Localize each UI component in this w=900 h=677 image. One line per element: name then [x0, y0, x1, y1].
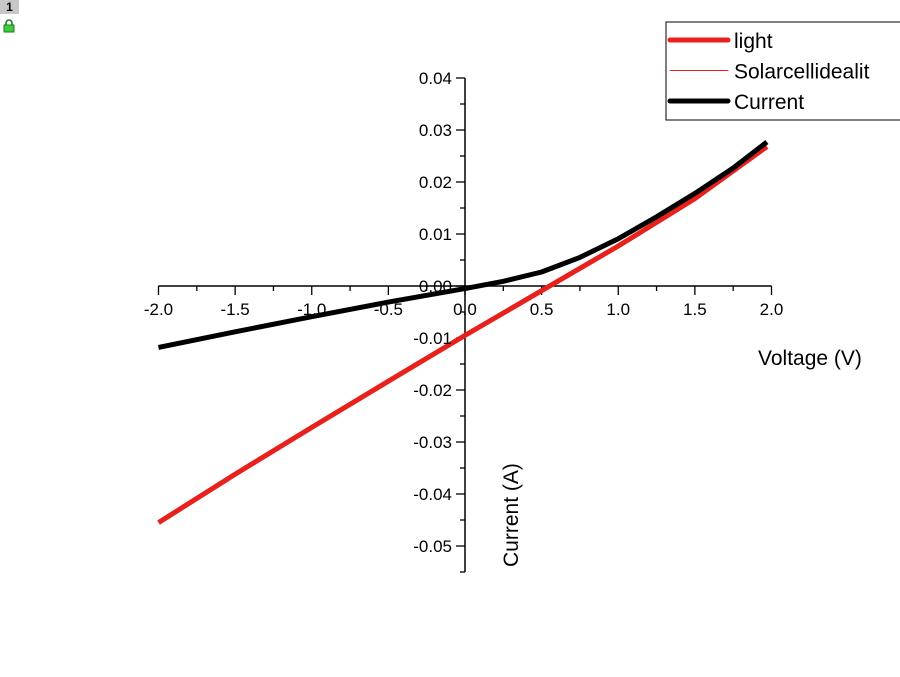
y-tick-label: 0.04 [419, 69, 452, 88]
y-tick-label: 0.01 [419, 225, 452, 244]
y-tick-label: -0.01 [413, 329, 452, 348]
y-tick-label: 0.00 [419, 277, 452, 296]
series-line-solarcellidealit [158, 143, 768, 522]
x-tick-label: 0.5 [530, 300, 554, 319]
legend-label: Solarcellidealit [734, 61, 870, 84]
y-tick-label: 0.02 [419, 173, 452, 192]
x-tick-label: -0.5 [374, 300, 403, 319]
layer-number-badge[interactable]: 1 [0, 0, 19, 14]
y-tick-label: -0.04 [413, 485, 452, 504]
legend: light Solarcellidealit Current [665, 21, 900, 121]
tick-labels: -2.0 -1.5 -1.0 -0.5 0.0 0.5 1.0 1.5 2.0 0.04 0.03 0… [144, 69, 862, 567]
y-tick-label: -0.03 [413, 433, 452, 452]
x-axis-title: Voltage (V) [758, 347, 862, 370]
x-tick-label: 0.0 [453, 300, 477, 319]
x-tick-label: -2.0 [144, 300, 173, 319]
y-tick-label: -0.02 [413, 381, 452, 400]
x-tick-label: 1.5 [683, 300, 707, 319]
y-tick-label: -0.05 [413, 537, 452, 556]
x-tick-label: 2.0 [760, 300, 784, 319]
series-line-current [158, 140, 769, 350]
x-tick-label: -1.0 [297, 300, 326, 319]
y-axis-title: Current (A) [500, 463, 523, 567]
x-tick-label: 1.0 [606, 300, 630, 319]
axes [157, 77, 773, 573]
x-tick-label: -1.5 [220, 300, 249, 319]
legend-label: light [734, 30, 773, 53]
y-tick-label: 0.03 [419, 121, 452, 140]
lock-icon [3, 19, 15, 33]
legend-label: Current [734, 91, 804, 114]
series-line-light [157, 144, 769, 525]
series-layer [157, 140, 769, 525]
